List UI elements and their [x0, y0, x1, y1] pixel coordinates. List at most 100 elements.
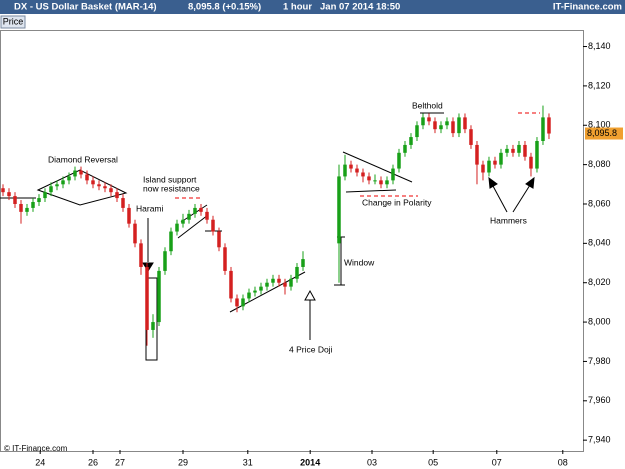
- candle-body: [139, 243, 143, 267]
- site: IT-Finance.com: [553, 2, 622, 13]
- candle-body: [511, 148, 515, 153]
- candle-body: [481, 164, 485, 173]
- candle-body: [73, 170, 77, 177]
- candle-body: [295, 266, 299, 279]
- annotation: Island support: [143, 174, 197, 184]
- candle-body: [397, 152, 401, 169]
- candle-body: [463, 117, 467, 130]
- candle-body: [439, 125, 443, 130]
- y-tick-label: 7,960: [588, 395, 611, 405]
- candle-body: [289, 278, 293, 287]
- candle-body: [529, 156, 533, 169]
- candle-body: [7, 192, 11, 197]
- candle-body: [115, 192, 119, 199]
- candle-body: [241, 298, 245, 307]
- candle-body: [457, 117, 461, 134]
- header-bar: [0, 0, 625, 14]
- candle-body: [433, 121, 437, 130]
- candle-body: [367, 176, 371, 181]
- candle-body: [517, 144, 521, 153]
- candle-body: [475, 144, 479, 165]
- candle-body: [97, 184, 101, 187]
- price-tab-label[interactable]: Price: [3, 16, 24, 26]
- candle-body: [349, 164, 353, 169]
- candle-body: [271, 278, 275, 283]
- candle-body: [217, 231, 221, 248]
- candle-body: [277, 278, 281, 283]
- x-tick-label: 27: [115, 457, 125, 467]
- annotation: now resistance: [143, 183, 200, 193]
- y-tick-label: 8,120: [588, 80, 611, 90]
- candle-body: [43, 192, 47, 199]
- y-tick-label: 8,040: [588, 238, 611, 248]
- last-price-label: 8,095.8: [587, 128, 617, 138]
- candle-body: [187, 213, 191, 220]
- candle-body: [253, 290, 257, 293]
- x-tick-label: 24: [35, 457, 45, 467]
- candle-body: [373, 180, 377, 182]
- candle-body: [19, 203, 23, 212]
- candle-body: [343, 164, 347, 177]
- candle-body: [469, 129, 473, 145]
- candle-body: [31, 202, 35, 208]
- candle-body: [163, 251, 167, 271]
- candle-body: [415, 125, 419, 138]
- candle-body: [355, 168, 359, 173]
- resistance-lines: [175, 112, 540, 199]
- candle-body: [49, 186, 53, 193]
- candle-body: [37, 198, 41, 203]
- candle-body: [55, 184, 59, 187]
- y-tick-label: 8,140: [588, 41, 611, 51]
- candle-body: [409, 137, 413, 145]
- candle-body: [337, 176, 341, 244]
- annotations: Diamond Reversal Island support now resi…: [48, 100, 527, 354]
- symbol: DX - US Dollar Basket (MAR-14): [14, 2, 157, 13]
- candle-body: [157, 270, 161, 323]
- candle-body: [493, 160, 497, 165]
- candle-body: [421, 117, 425, 126]
- annotation: Belthold: [412, 100, 443, 110]
- candle-body: [403, 144, 407, 153]
- candle-body: [103, 186, 107, 189]
- y-tick-label: 7,940: [588, 435, 611, 445]
- candle-body: [391, 168, 395, 181]
- x-tick-label: 26: [88, 457, 98, 467]
- datetime: Jan 07 2014 18:50: [320, 2, 400, 13]
- candle-body: [265, 282, 269, 287]
- x-tick-label: 03: [367, 457, 377, 467]
- candle-body: [151, 322, 155, 330]
- candle-body: [181, 219, 185, 224]
- y-tick-label: 7,980: [588, 356, 611, 366]
- annotation: Window: [344, 257, 375, 267]
- candle-body: [205, 211, 209, 220]
- y-tick-label: 8,020: [588, 277, 611, 287]
- last-price-box: [585, 127, 623, 140]
- candle-body: [85, 174, 89, 181]
- candle-body: [499, 152, 503, 165]
- candle-body: [193, 207, 197, 214]
- candle-body: [361, 172, 365, 177]
- candle-body: [247, 292, 251, 299]
- candle-body: [175, 223, 179, 232]
- x-tick-label: 05: [428, 457, 438, 467]
- candle-body: [25, 207, 29, 212]
- candle-body: [109, 188, 113, 193]
- candle-body: [487, 160, 491, 173]
- annotation: Hammers: [490, 215, 527, 225]
- candle-body: [385, 180, 389, 185]
- candle-body: [445, 121, 449, 126]
- drawings: [0, 112, 535, 361]
- candle-body: [541, 117, 545, 142]
- candle-body: [211, 219, 215, 232]
- candle-body: [379, 180, 383, 185]
- y-tick-label: 8,060: [588, 198, 611, 208]
- candle-body: [427, 117, 431, 122]
- candle-body: [13, 196, 17, 204]
- candle-body: [199, 207, 203, 212]
- annotation: Diamond Reversal: [48, 154, 118, 164]
- annotation: Harami: [136, 203, 164, 213]
- annotation: 4 Price Doji: [289, 344, 333, 354]
- candle-body: [79, 170, 83, 175]
- price-tab[interactable]: [0, 15, 26, 29]
